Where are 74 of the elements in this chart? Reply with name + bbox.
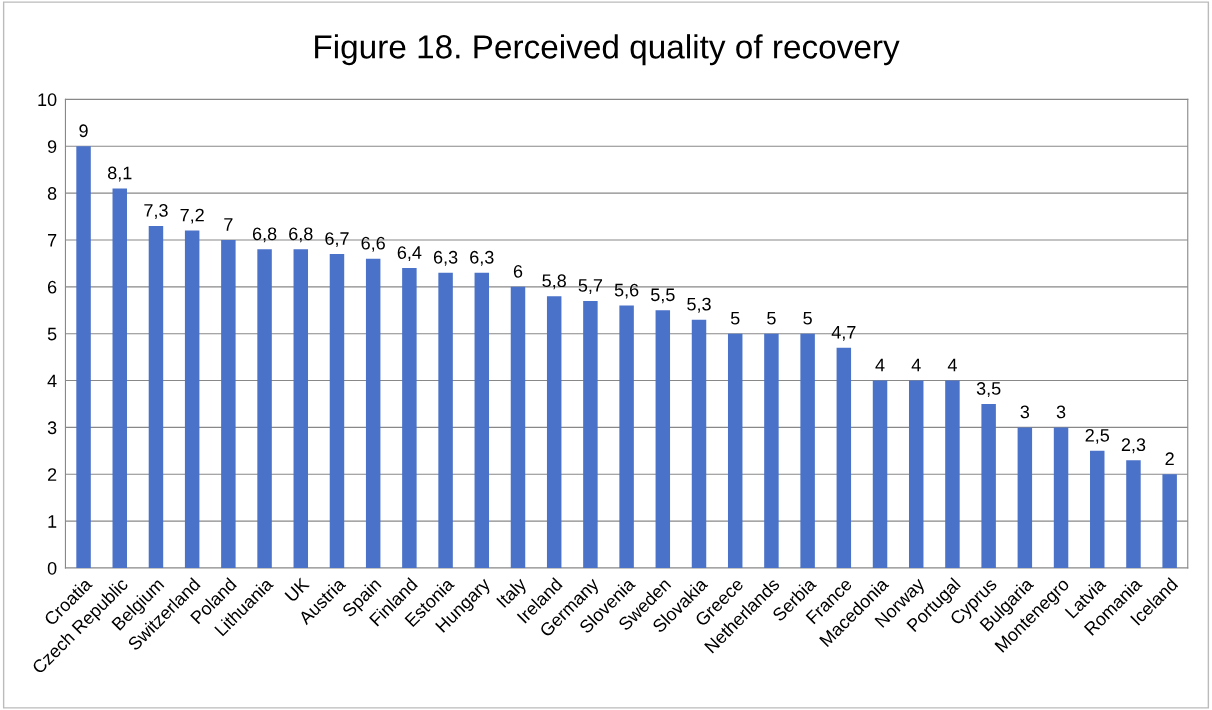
bar [474, 272, 490, 568]
bar [800, 333, 815, 568]
data-label: 7,2 [180, 208, 204, 224]
y-tick-label: 10 [38, 93, 57, 107]
bar [112, 188, 127, 568]
data-label: 6,4 [397, 246, 422, 262]
y-tick-label: 6 [47, 280, 57, 294]
bar [402, 268, 417, 568]
bar [1053, 427, 1069, 568]
bar [872, 380, 888, 568]
bar [1162, 474, 1177, 568]
chart-title: Figure 18. Perceived quality of recovery [315, 34, 900, 66]
bar [438, 272, 453, 568]
data-label: 3 [1020, 405, 1030, 419]
data-label: 3 [1056, 405, 1066, 419]
y-tick-label: 3 [47, 421, 57, 435]
data-label: 2,5 [1085, 428, 1110, 444]
bar [691, 319, 707, 568]
bar [365, 258, 381, 568]
y-tick-label: 4 [47, 374, 57, 388]
bar [583, 300, 598, 568]
bar [655, 310, 671, 568]
bar [945, 380, 960, 568]
y-tick-label: 7 [48, 234, 57, 247]
y-tick-label: 0 [47, 561, 57, 575]
bar [221, 239, 236, 568]
data-label: 7 [224, 218, 233, 231]
data-label: 6,3 [433, 250, 458, 266]
y-tick-label: 8 [47, 187, 57, 200]
bar [619, 305, 634, 568]
bar [329, 254, 345, 568]
data-label: 2,3 [1121, 438, 1146, 454]
data-label: 5,7 [578, 279, 603, 294]
bar [764, 333, 779, 568]
bar [510, 286, 526, 568]
data-label: 4 [875, 358, 885, 372]
bar [76, 146, 91, 568]
bar [546, 296, 562, 568]
data-label: 5,5 [650, 288, 675, 304]
data-label: 5 [730, 311, 740, 325]
y-tick-label: 2 [47, 468, 57, 481]
data-label: 5 [803, 311, 812, 325]
data-label: 9 [79, 124, 88, 138]
bar [836, 347, 852, 568]
data-label: 5,3 [687, 297, 711, 313]
bar [908, 380, 924, 568]
bar [727, 333, 743, 568]
data-label: 6,8 [252, 227, 277, 243]
data-label: 2 [1165, 452, 1174, 465]
bar [257, 249, 272, 568]
data-label: 6,6 [361, 236, 385, 252]
data-label: 6,3 [470, 250, 494, 266]
y-tick-label: 1 [48, 515, 57, 528]
y-tick-label: 5 [47, 327, 57, 341]
data-label: 6,7 [325, 232, 349, 248]
data-label: 5 [767, 311, 776, 325]
data-label: 6,8 [289, 227, 313, 243]
bar [1090, 450, 1105, 568]
bar [981, 403, 996, 568]
bar [184, 230, 200, 568]
data-label: 4,7 [831, 326, 856, 341]
bar [1017, 427, 1033, 568]
bar [293, 249, 309, 568]
data-label: 7,3 [144, 204, 168, 219]
data-label: 4 [911, 358, 921, 372]
data-label: 6 [513, 264, 523, 278]
data-label: 8,1 [107, 166, 132, 182]
bar [1126, 460, 1141, 568]
data-label: 5,6 [614, 283, 639, 299]
data-label: 4 [947, 358, 957, 372]
y-tick-label: 9 [47, 140, 57, 153]
data-label: 5,8 [542, 274, 566, 290]
data-label: 3,5 [976, 382, 1001, 397]
bar [148, 225, 164, 568]
